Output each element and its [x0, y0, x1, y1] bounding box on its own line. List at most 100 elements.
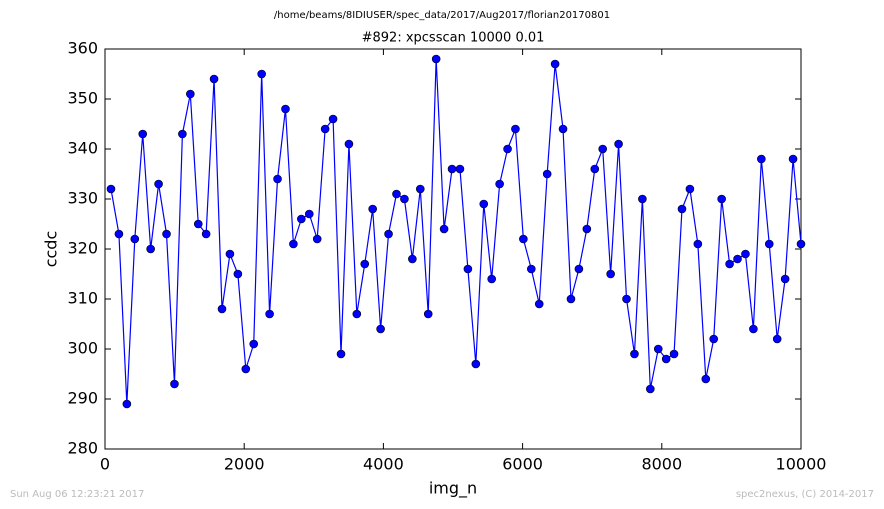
data-point [717, 194, 726, 204]
data-point [106, 184, 116, 194]
data-point [201, 229, 211, 239]
data-point [328, 114, 338, 124]
data-point [447, 164, 457, 174]
data-point [408, 254, 417, 264]
data-point [336, 349, 346, 359]
data-point [455, 164, 465, 174]
data-point [495, 179, 504, 189]
data-point [598, 144, 608, 154]
data-point [685, 184, 695, 194]
data-point [693, 239, 703, 249]
data-point [487, 274, 496, 284]
data-point [233, 269, 243, 279]
data-point [209, 74, 219, 84]
data-point [638, 194, 647, 204]
data-point [320, 124, 330, 134]
data-point [154, 179, 163, 189]
x-tick-label: 6000 [502, 455, 543, 474]
data-point [653, 344, 663, 354]
data-point [677, 204, 687, 214]
data-point [669, 349, 679, 359]
data-point [796, 239, 806, 249]
data-point [511, 124, 520, 134]
data-point [534, 299, 544, 309]
footer-right: spec2nexus, (C) 2014-2017 [736, 489, 874, 500]
data-point [661, 354, 671, 364]
data-line [110, 58, 802, 405]
data-point [384, 229, 393, 239]
data-point [566, 294, 576, 304]
data-point [368, 204, 377, 214]
data-point [193, 219, 203, 229]
data-point [376, 324, 385, 334]
y-tick-label: 300 [67, 339, 98, 358]
data-point [281, 104, 290, 114]
data-point [558, 124, 568, 134]
data-point [757, 154, 766, 164]
data-point [701, 374, 711, 384]
y-tick-label: 310 [67, 289, 98, 308]
x-tick-label: 4000 [363, 455, 404, 474]
data-point [788, 154, 798, 164]
data-point [257, 69, 266, 79]
data-point [392, 189, 401, 199]
data-point [352, 309, 362, 319]
data-point [519, 234, 528, 244]
data-point [725, 259, 734, 269]
data-point [273, 174, 282, 184]
footer-left: Sun Aug 06 12:23:21 2017 [10, 489, 144, 500]
x-tick-label: 2000 [224, 455, 265, 474]
data-point [574, 264, 584, 274]
x-tick-label: 8000 [641, 455, 682, 474]
data-point [733, 254, 742, 264]
data-point [241, 364, 251, 374]
data-point [312, 234, 322, 244]
x-tick-label: 0 [100, 455, 110, 474]
data-point [170, 379, 179, 389]
y-tick-label: 350 [67, 89, 98, 108]
data-point [471, 359, 481, 369]
data-point [344, 139, 354, 149]
y-axis-label: ccdc [42, 231, 61, 268]
suptitle: /home/beams/8IDIUSER/spec_data/2017/Aug2… [274, 10, 610, 21]
data-point [463, 264, 473, 274]
data-point [749, 324, 758, 334]
data-point [423, 309, 433, 319]
data-point [741, 249, 750, 259]
data-point [130, 234, 140, 244]
data-point [122, 399, 132, 409]
data-point [297, 214, 306, 224]
data-point [590, 164, 600, 174]
data-point [178, 129, 187, 139]
data-point [265, 309, 274, 319]
data-point [138, 129, 148, 139]
data-point [503, 144, 512, 154]
x-axis-label: img_n [429, 479, 477, 499]
data-point [526, 264, 536, 274]
data-point [415, 184, 425, 194]
data-point [431, 54, 441, 64]
data-point [186, 89, 195, 99]
data-point [400, 194, 409, 204]
data-point [217, 304, 227, 314]
chart-title: #892: xpcsscan 10000 0.01 [362, 31, 545, 46]
y-tick-label: 330 [67, 189, 98, 208]
data-point [146, 244, 155, 254]
y-tick-label: 360 [67, 39, 98, 58]
data-point [550, 59, 560, 69]
plot-frame [104, 48, 802, 450]
data-point [162, 229, 171, 239]
data-point [622, 294, 631, 304]
data-point [772, 334, 782, 344]
data-point [360, 259, 370, 269]
data-point [709, 334, 719, 344]
y-tick-label: 290 [67, 389, 98, 408]
data-point [606, 269, 615, 279]
data-point [439, 224, 449, 234]
data-point [630, 349, 639, 359]
data-point [646, 384, 655, 394]
data-point [249, 339, 259, 349]
data-point [289, 239, 298, 249]
data-point [114, 229, 124, 239]
